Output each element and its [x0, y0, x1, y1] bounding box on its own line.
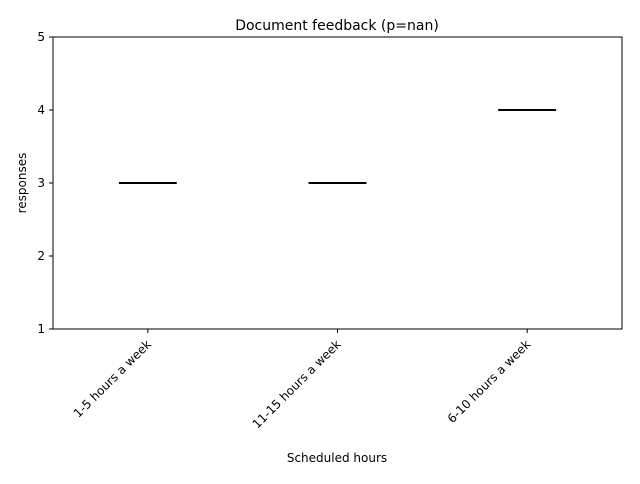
- x-tick-label: 6-10 hours a week: [445, 337, 534, 426]
- x-axis-label: Scheduled hours: [287, 451, 387, 465]
- y-tick-label: 1: [37, 322, 45, 336]
- chart-title: Document feedback (p=nan): [235, 18, 439, 34]
- y-tick-label: 3: [37, 176, 45, 190]
- x-tick-label: 1-5 hours a week: [71, 337, 154, 420]
- plot-area: 1 2 3 4 5 1-5 hours a week 11-15 hours a week 6…: [37, 30, 623, 431]
- y-tick-label: 2: [37, 249, 45, 263]
- y-axis-label: responses: [15, 153, 29, 214]
- y-tick-label: 5: [37, 30, 45, 44]
- y-tick-label: 4: [37, 103, 45, 117]
- x-tick-label: 11-15 hours a week: [250, 337, 344, 431]
